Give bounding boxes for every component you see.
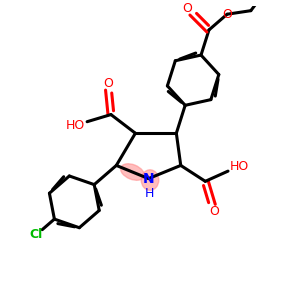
Text: Cl: Cl [30,228,43,241]
Text: O: O [182,2,192,15]
Text: HO: HO [66,119,85,132]
Ellipse shape [121,164,144,180]
Text: O: O [222,8,232,21]
Text: H: H [144,187,154,200]
Text: O: O [103,77,113,90]
Text: O: O [209,205,219,218]
Text: HO: HO [230,160,249,172]
Text: N: N [143,172,154,186]
Ellipse shape [141,170,159,190]
